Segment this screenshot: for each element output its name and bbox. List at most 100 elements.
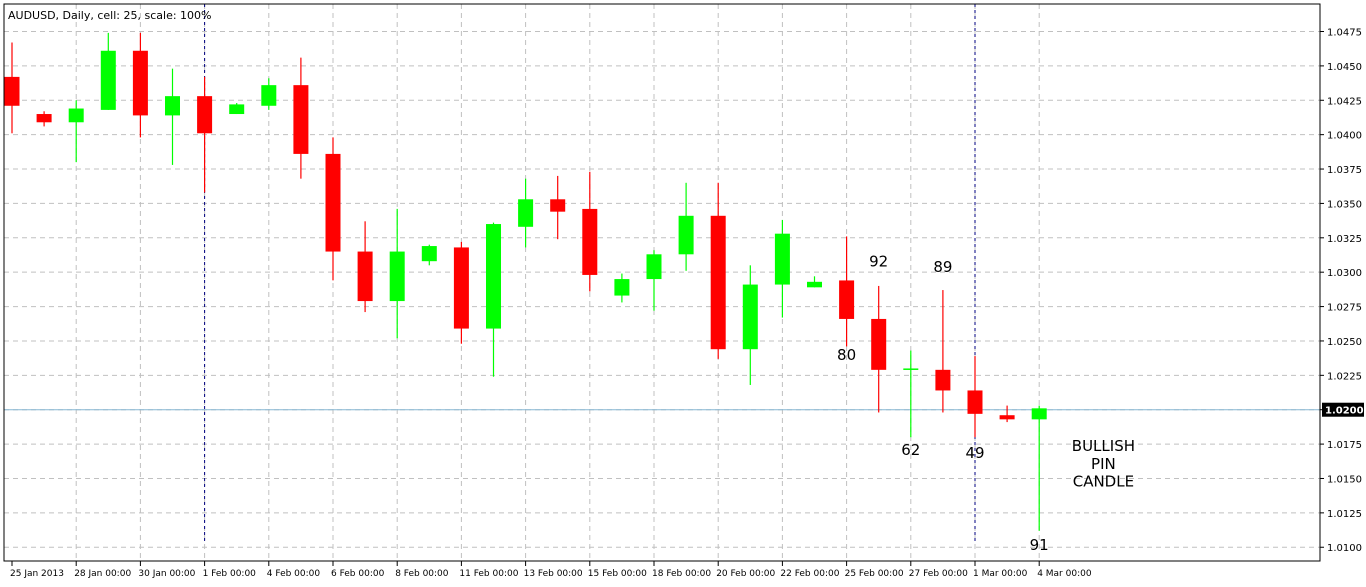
- time-tick-label: 25 Feb 00:00: [845, 569, 904, 579]
- chart-title: AUDUSD, Daily, cell: 25, scale: 100%: [8, 9, 211, 22]
- price-tick-label: 1.0400: [1327, 131, 1362, 142]
- chart-annotation: 89: [933, 258, 952, 276]
- candle[interactable]: [4, 42, 20, 134]
- bull-candle-body: [774, 233, 790, 285]
- candle[interactable]: [774, 219, 790, 318]
- chart-annotation: CANDLE: [1073, 473, 1134, 491]
- bear-candle-body: [550, 199, 566, 212]
- time-tick-label: 27 Feb 00:00: [909, 569, 968, 579]
- candle[interactable]: [453, 241, 469, 344]
- candles[interactable]: [4, 32, 1047, 531]
- time-tick-label: 1 Feb 00:00: [203, 569, 257, 579]
- price-tick-label: 1.0300: [1327, 268, 1362, 279]
- bear-candle-body: [582, 208, 598, 275]
- price-tick-label: 1.0425: [1327, 96, 1362, 107]
- chart-annotation: BULLISH: [1072, 437, 1135, 455]
- time-tick-label: 6 Feb 00:00: [331, 569, 385, 579]
- price-tick-label: 1.0125: [1327, 509, 1362, 520]
- price-tick-label: 1.0350: [1327, 199, 1362, 210]
- bull-candle-body: [68, 108, 84, 123]
- candle[interactable]: [389, 208, 405, 339]
- bull-candle-body: [1031, 408, 1047, 420]
- chart-annotation: 91: [1030, 536, 1049, 554]
- chart-annotation: 49: [965, 444, 984, 462]
- time-tick-label: 18 Feb 00:00: [652, 569, 711, 579]
- bear-candle-body: [453, 247, 469, 329]
- bull-candle-body: [518, 199, 534, 227]
- candle[interactable]: [903, 350, 919, 438]
- candle[interactable]: [967, 356, 983, 438]
- time-tick-label: 20 Feb 00:00: [716, 569, 775, 579]
- candle[interactable]: [582, 171, 598, 292]
- time-tick-label: 1 Mar 00:00: [973, 569, 1028, 579]
- bear-candle-body: [999, 415, 1015, 420]
- candle[interactable]: [710, 182, 726, 359]
- bull-candle-body: [646, 254, 662, 280]
- time-axis[interactable]: 25 Jan 2013 28 Jan 00:00 30 Jan 00:00 1 Feb…: [10, 561, 1092, 579]
- candle[interactable]: [100, 32, 116, 110]
- candle[interactable]: [165, 68, 180, 165]
- plot-frame: [3, 3, 1321, 562]
- price-tick-label: 1.0450: [1327, 62, 1362, 73]
- candle[interactable]: [999, 405, 1015, 423]
- candle[interactable]: [807, 276, 822, 288]
- price-tick-label: 1.0150: [1327, 474, 1362, 485]
- candle[interactable]: [839, 236, 855, 347]
- candle[interactable]: [261, 78, 277, 110]
- bear-candle-body: [4, 76, 20, 106]
- candle[interactable]: [550, 175, 566, 240]
- bull-candle-body: [100, 50, 116, 110]
- candle[interactable]: [229, 103, 245, 115]
- bear-candle-body: [839, 280, 855, 319]
- bear-candle-body: [710, 215, 726, 350]
- time-tick-label: 30 Jan 00:00: [138, 569, 195, 579]
- candle[interactable]: [742, 265, 758, 385]
- bull-candle-body: [678, 215, 694, 255]
- current-price-label: 1.0200: [1325, 406, 1364, 417]
- candle[interactable]: [197, 76, 213, 193]
- candle[interactable]: [421, 244, 437, 266]
- price-tick-label: 1.0325: [1327, 234, 1362, 245]
- candle[interactable]: [293, 57, 309, 179]
- bull-candle-body: [229, 104, 245, 115]
- bull-candle-body: [807, 281, 822, 288]
- candle[interactable]: [935, 290, 951, 413]
- candle[interactable]: [614, 273, 630, 303]
- bear-candle-body: [325, 153, 341, 252]
- bear-candle-body: [132, 50, 148, 116]
- chart-annotation: 62: [901, 441, 920, 459]
- bull-candle-body: [486, 224, 501, 329]
- candle[interactable]: [36, 111, 52, 127]
- bull-candle-body: [614, 279, 630, 296]
- bull-candle-body: [165, 96, 180, 116]
- bull-candle-body: [903, 368, 919, 370]
- time-tick-label: 28 Jan 00:00: [74, 569, 131, 579]
- bull-candle-body: [742, 284, 758, 350]
- price-tick-label: 1.0250: [1327, 337, 1362, 348]
- bear-candle-body: [967, 390, 983, 414]
- candle[interactable]: [132, 32, 148, 138]
- candle[interactable]: [871, 285, 887, 413]
- candle[interactable]: [678, 182, 694, 271]
- bull-candle-body: [261, 85, 277, 106]
- bear-candle-body: [357, 251, 373, 302]
- bull-candle-body: [389, 251, 405, 302]
- price-axis[interactable]: 1.0475 1.0450 1.0425 1.0400 1.0375 1.0350 1.03…: [1320, 28, 1364, 555]
- candle[interactable]: [518, 178, 534, 248]
- candle[interactable]: [486, 222, 501, 377]
- time-tick-label: 22 Feb 00:00: [780, 569, 839, 579]
- time-tick-label: 4 Mar 00:00: [1037, 569, 1092, 579]
- bear-candle-body: [36, 114, 52, 123]
- time-tick-label: 15 Feb 00:00: [588, 569, 647, 579]
- candle[interactable]: [325, 137, 341, 281]
- price-tick-label: 1.0225: [1327, 371, 1362, 382]
- candle[interactable]: [646, 250, 662, 311]
- bear-candle-body: [197, 96, 213, 134]
- candle[interactable]: [68, 100, 84, 163]
- candle[interactable]: [1031, 405, 1047, 531]
- candle[interactable]: [357, 221, 373, 313]
